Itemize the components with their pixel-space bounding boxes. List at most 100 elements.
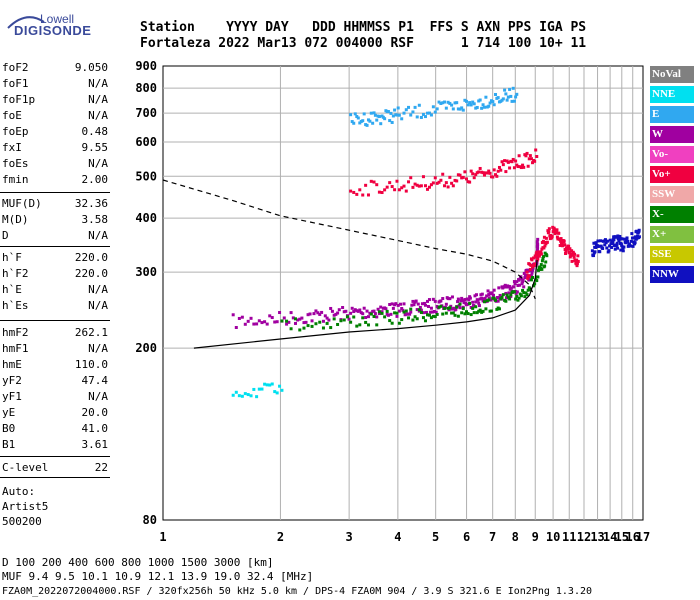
data-point	[433, 110, 437, 114]
data-point	[377, 312, 381, 316]
data-point	[464, 310, 468, 314]
data-point	[535, 154, 539, 158]
data-point	[504, 296, 508, 300]
data-point	[413, 105, 417, 109]
data-point	[517, 296, 521, 300]
param-label: fmin	[2, 173, 29, 186]
param-label: hmE	[2, 358, 22, 371]
data-point	[423, 184, 427, 188]
data-point	[349, 113, 353, 117]
data-point	[361, 312, 365, 316]
data-point	[344, 309, 348, 313]
param-row: M(D) 3.58	[2, 212, 108, 228]
data-point	[365, 309, 369, 313]
data-point	[310, 324, 314, 328]
legend-item: NoVal	[650, 66, 694, 83]
data-point	[510, 160, 514, 164]
param-value: N/A	[88, 93, 108, 106]
data-point	[424, 310, 428, 314]
data-point	[480, 296, 484, 300]
profile-curve	[162, 179, 536, 300]
data-point	[350, 120, 354, 124]
data-point	[336, 311, 340, 315]
data-point	[451, 311, 455, 315]
data-point	[547, 227, 551, 231]
data-point	[450, 181, 454, 185]
y-tick-label: 400	[135, 211, 157, 225]
data-point	[411, 185, 415, 189]
data-point	[243, 322, 247, 326]
data-point	[613, 247, 617, 251]
data-point	[575, 258, 579, 262]
data-point	[535, 250, 539, 254]
data-point	[446, 306, 450, 310]
data-point	[494, 92, 498, 96]
param-value: N/A	[88, 109, 108, 122]
data-point	[471, 306, 475, 310]
data-point	[402, 310, 406, 314]
data-point	[463, 298, 467, 302]
data-point	[522, 271, 526, 275]
data-point	[352, 315, 356, 319]
param-value: 47.4	[81, 374, 109, 387]
data-point	[246, 393, 250, 397]
data-point	[464, 303, 468, 307]
data-point	[516, 284, 520, 288]
param-value: N/A	[88, 283, 108, 296]
data-point	[466, 312, 470, 316]
data-point	[487, 169, 491, 173]
data-point	[575, 261, 579, 265]
param-row: C-level 22	[2, 460, 108, 476]
data-point	[404, 189, 408, 193]
data-point	[417, 308, 421, 312]
data-point	[386, 313, 390, 317]
data-point	[330, 309, 334, 313]
data-point	[608, 238, 612, 242]
param-row: hmF2 262.1	[2, 325, 108, 341]
data-point	[268, 383, 272, 387]
data-point	[510, 99, 514, 103]
data-point	[460, 296, 464, 300]
data-point	[635, 229, 639, 233]
data-point	[494, 173, 498, 177]
data-point	[545, 240, 549, 244]
data-point	[388, 119, 392, 123]
data-point	[380, 310, 384, 314]
data-point	[496, 96, 500, 100]
data-point	[409, 310, 413, 314]
legend-item: Vo-	[650, 146, 694, 163]
data-point	[524, 291, 528, 295]
data-point	[368, 119, 372, 123]
data-point	[432, 310, 436, 314]
data-point	[435, 107, 439, 111]
data-point	[300, 316, 304, 320]
data-point	[425, 111, 429, 115]
param-value: 32.36	[74, 197, 108, 210]
data-point	[314, 309, 318, 313]
data-point	[608, 244, 612, 248]
data-point	[435, 312, 439, 316]
x-tick-label: 3	[346, 530, 353, 544]
data-point	[539, 250, 543, 254]
data-point	[446, 297, 450, 301]
data-point	[461, 307, 465, 311]
y-tick-label: 200	[135, 341, 157, 355]
data-point	[430, 310, 434, 314]
data-point	[603, 238, 607, 242]
data-point	[349, 189, 353, 193]
data-point	[564, 252, 568, 256]
data-point	[429, 183, 433, 187]
data-point	[376, 307, 380, 311]
data-point	[516, 165, 520, 169]
data-point	[538, 267, 542, 271]
data-point	[551, 230, 555, 234]
data-point	[375, 315, 379, 319]
data-point	[474, 173, 478, 177]
data-point	[508, 297, 512, 301]
data-point	[456, 173, 460, 177]
data-point	[637, 228, 641, 232]
data-point	[489, 309, 493, 313]
data-point	[265, 383, 269, 387]
data-point	[444, 302, 448, 306]
x-tick-label: 7	[489, 530, 496, 544]
